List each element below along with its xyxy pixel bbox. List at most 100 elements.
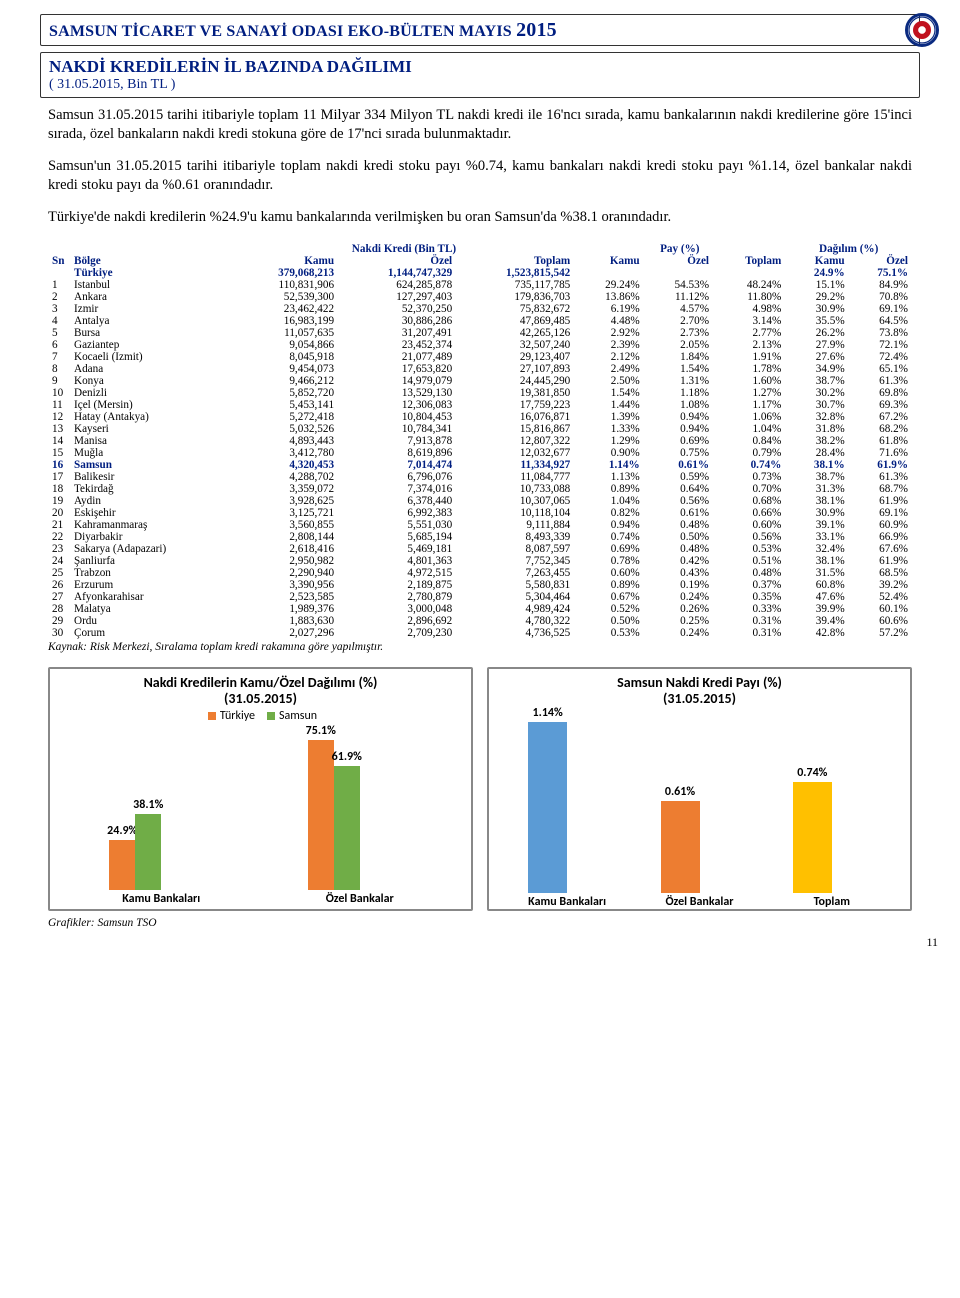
table-row: 23Sakarya (Adapazari)2,618,4165,469,1818…: [48, 543, 912, 555]
page-number: 11: [40, 935, 938, 950]
table-cell: 67.6%: [849, 543, 912, 555]
x-category: Kamu Bankaları: [528, 895, 606, 909]
table-row: 16Samsun4,320,4537,014,47411,334,9271.14…: [48, 459, 912, 471]
table-row: 5Bursa11,057,63531,207,49142,265,1262.92…: [48, 327, 912, 339]
table-row: 3Izmir23,462,42252,370,25075,832,6726.19…: [48, 303, 912, 315]
table-cell: 0.56%: [644, 495, 713, 507]
table-cell: 38.7%: [785, 471, 848, 483]
x-category: Kamu Bankaları: [122, 892, 200, 906]
table-cell: 0.24%: [644, 591, 713, 603]
table-cell: 4.98%: [713, 303, 785, 315]
chart-source: Grafikler: Samsun TSO: [48, 917, 912, 929]
bar-label: 61.9%: [332, 750, 362, 764]
table-cell: 6.19%: [574, 303, 643, 315]
table-row: 14Manisa4,893,4437,913,87812,807,3221.29…: [48, 435, 912, 447]
table-cell: 0.33%: [713, 603, 785, 615]
table-cell: 2.13%: [713, 339, 785, 351]
table-cell: 5,685,194: [338, 531, 456, 543]
table-cell: Malatya: [70, 603, 234, 615]
table-cell: 47.6%: [785, 591, 848, 603]
table-row: 6Gaziantep9,054,86623,452,37432,507,2402…: [48, 339, 912, 351]
th-toplam: Toplam: [456, 255, 574, 267]
table-cell: 12,032,677: [456, 447, 574, 459]
table-cell: Adana: [70, 363, 234, 375]
table-cell: Hatay (Antakya): [70, 411, 234, 423]
table-cell: 1.29%: [574, 435, 643, 447]
th-dkamu: Kamu: [785, 255, 848, 267]
table-cell: [713, 267, 785, 279]
table-cell: 0.37%: [713, 579, 785, 591]
chart-2: Samsun Nakdi Kredi Payı (%)(31.05.2015) …: [487, 667, 912, 911]
table-cell: 0.43%: [644, 567, 713, 579]
table-cell: 1,144,747,329: [338, 267, 456, 279]
table-cell: 69.8%: [849, 387, 912, 399]
table-cell: 379,068,213: [234, 267, 338, 279]
table-cell: 84.9%: [849, 279, 912, 291]
page-header: SAMSUN TİCARET VE SANAYİ ODASI EKO-BÜLTE…: [40, 14, 920, 46]
logo-icon: [905, 13, 939, 47]
table-cell: 0.52%: [574, 603, 643, 615]
header-title-text: SAMSUN TİCARET VE SANAYİ ODASI EKO-BÜLTE…: [49, 23, 516, 40]
table-cell: 39.2%: [849, 579, 912, 591]
table-cell: 3,412,780: [234, 447, 338, 459]
table-cell: 9,054,866: [234, 339, 338, 351]
table-row: 22Diyarbakir2,808,1445,685,1948,493,3390…: [48, 531, 912, 543]
x-category: Özel Bankalar: [326, 892, 394, 906]
th-kredi-group: Nakdi Kredi (Bin TL): [234, 243, 575, 255]
table-cell: 2,780,879: [338, 591, 456, 603]
table-cell: 1.08%: [644, 399, 713, 411]
table-row: 30Çorum2,027,2962,709,2304,736,5250.53%0…: [48, 627, 912, 639]
table-cell: 0.74%: [713, 459, 785, 471]
table-cell: 42.8%: [785, 627, 848, 639]
chart-bar: 0.61%: [661, 801, 700, 893]
table-cell: 16: [48, 459, 70, 471]
table-cell: 47,869,485: [456, 315, 574, 327]
table-cell: 32.8%: [785, 411, 848, 423]
table-cell: 110,831,906: [234, 279, 338, 291]
table-cell: 17,759,223: [456, 399, 574, 411]
table-cell: 5,469,181: [338, 543, 456, 555]
table-cell: 2,808,144: [234, 531, 338, 543]
table-row: 15Muğla3,412,7808,619,89612,032,6770.90%…: [48, 447, 912, 459]
table-cell: 15.1%: [785, 279, 848, 291]
table-cell: 4,736,525: [456, 627, 574, 639]
table-cell: 2,950,982: [234, 555, 338, 567]
table-cell: 30.7%: [785, 399, 848, 411]
table-cell: 5,272,418: [234, 411, 338, 423]
table-row: 27Afyonkarahisar2,523,5852,780,8795,304,…: [48, 591, 912, 603]
table-cell: 0.61%: [644, 459, 713, 471]
table-cell: 0.42%: [644, 555, 713, 567]
table-cell: Eskişehir: [70, 507, 234, 519]
table-cell: 10,733,088: [456, 483, 574, 495]
table-cell: 52.4%: [849, 591, 912, 603]
table-cell: 0.66%: [713, 507, 785, 519]
table-cell: 10,118,104: [456, 507, 574, 519]
bar-label: 38.1%: [133, 798, 163, 812]
table-cell: 5,580,831: [456, 579, 574, 591]
table-cell: 26.2%: [785, 327, 848, 339]
table-cell: 0.90%: [574, 447, 643, 459]
table-cell: [574, 267, 643, 279]
table-cell: 0.64%: [644, 483, 713, 495]
section-title: NAKDİ KREDİLERİN İL BAZINDA DAĞILIMI: [49, 57, 911, 77]
table-cell: 13.86%: [574, 291, 643, 303]
table-cell: 60.6%: [849, 615, 912, 627]
table-cell: 9,111,884: [456, 519, 574, 531]
table-cell: 0.25%: [644, 615, 713, 627]
legend-item: Türkiye: [204, 709, 255, 723]
table-row: 1Istanbul110,831,906624,285,878735,117,7…: [48, 279, 912, 291]
table-cell: 71.6%: [849, 447, 912, 459]
table-cell: 10,307,065: [456, 495, 574, 507]
table-cell: 7,374,016: [338, 483, 456, 495]
table-cell: Bursa: [70, 327, 234, 339]
table-cell: 0.59%: [644, 471, 713, 483]
table-row: 4Antalya16,983,19930,886,28647,869,4854.…: [48, 315, 912, 327]
table-cell: 0.69%: [644, 435, 713, 447]
table-cell: 61.8%: [849, 435, 912, 447]
table-cell: 8,045,918: [234, 351, 338, 363]
table-cell: 11,334,927: [456, 459, 574, 471]
bar-label: 0.61%: [665, 785, 695, 799]
table-cell: 61.3%: [849, 471, 912, 483]
table-cell: 1.60%: [713, 375, 785, 387]
table-cell: 2,709,230: [338, 627, 456, 639]
